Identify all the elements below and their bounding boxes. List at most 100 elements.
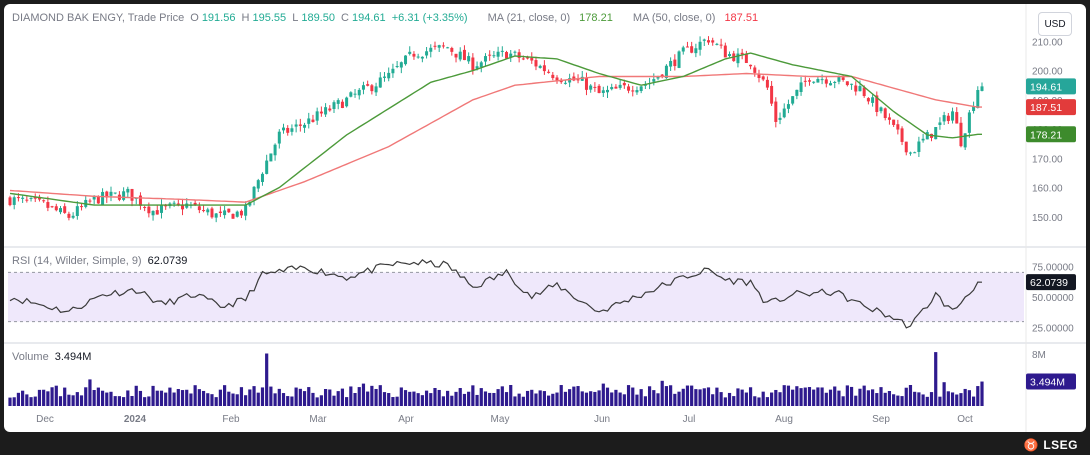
currency-button[interactable]: USD: [1038, 12, 1072, 36]
candle: [458, 51, 462, 60]
volume-bar: [159, 390, 164, 406]
volume-bar: [837, 390, 841, 406]
candle: [963, 133, 967, 148]
volume-bar: [820, 387, 824, 406]
chart-canvas[interactable]: 150.00160.00170.00180.00190.00200.00210.…: [4, 4, 1086, 432]
candle: [416, 56, 420, 58]
candle: [618, 84, 622, 88]
volume-bar: [803, 387, 807, 406]
candle: [319, 111, 323, 114]
candle: [71, 215, 75, 218]
candle: [130, 188, 134, 201]
candle: [454, 53, 458, 58]
candle: [913, 152, 917, 154]
volume-bar: [206, 393, 210, 406]
candle: [483, 56, 487, 62]
candle: [340, 101, 344, 109]
candle: [850, 83, 854, 85]
candle: [218, 211, 222, 213]
candle: [976, 90, 980, 109]
rsi-badge: 62.0739: [1030, 277, 1068, 289]
candle: [382, 76, 386, 78]
candle: [845, 81, 849, 86]
volume-bar: [273, 393, 277, 406]
candle: [239, 210, 243, 216]
candle: [555, 77, 559, 82]
open-label: O: [190, 12, 199, 24]
volume-bar: [21, 390, 25, 406]
low-label: L: [292, 12, 299, 24]
candle: [875, 95, 879, 112]
volume-bar: [849, 386, 854, 406]
candle: [677, 51, 681, 68]
volume-bar: [193, 385, 197, 406]
candle: [883, 108, 887, 119]
x-tick-label: Aug: [775, 414, 793, 425]
candle: [353, 93, 357, 95]
candle: [92, 195, 96, 200]
candle: [631, 90, 635, 92]
candle: [332, 102, 336, 110]
volume-bar: [458, 388, 462, 406]
volume-bar: [635, 394, 639, 406]
candle: [921, 138, 925, 141]
volume-bar: [875, 393, 879, 406]
candle: [206, 209, 210, 213]
candle: [479, 62, 483, 68]
candle: [75, 206, 79, 216]
x-tick-label: 2024: [124, 414, 147, 425]
volume-bar: [58, 396, 63, 406]
volume-bar: [614, 389, 618, 406]
volume-bar: [517, 393, 521, 406]
candle: [669, 60, 673, 67]
volume-bar: [50, 387, 54, 406]
candle: [155, 210, 159, 215]
candle: [744, 53, 748, 64]
candle: [652, 79, 656, 82]
ma21-badge: 178.21: [1030, 129, 1062, 141]
volume-bar: [955, 394, 959, 406]
volume-bar: [702, 388, 706, 406]
change-value: +6.31 (+3.35%): [391, 12, 468, 24]
volume-bar: [8, 397, 12, 406]
volume-bar: [980, 381, 984, 406]
volume-bar: [887, 391, 892, 406]
candle: [660, 74, 664, 77]
candle: [904, 141, 908, 153]
x-tick-label: Oct: [957, 414, 973, 425]
volume-bar: [403, 390, 408, 406]
volume-bar: [311, 392, 315, 406]
rsi-band: [8, 272, 1024, 322]
volume-bar: [446, 390, 450, 406]
candle: [639, 86, 643, 92]
volume-bar: [399, 387, 403, 406]
volume-bar: [913, 391, 917, 406]
candle: [269, 153, 273, 162]
volume-bar: [946, 391, 950, 406]
volume-bar: [12, 397, 16, 406]
candle: [58, 208, 62, 213]
candle: [627, 86, 631, 91]
volume-bar: [934, 352, 938, 406]
volume-bar: [504, 392, 509, 406]
volume-bar: [904, 387, 908, 406]
candle: [774, 101, 778, 122]
close-label: C: [341, 12, 349, 24]
volume-bar: [361, 383, 366, 406]
volume-bar: [866, 390, 870, 406]
ma21-value: 178.21: [579, 12, 613, 24]
candle: [606, 89, 610, 93]
volume-bar: [290, 396, 294, 406]
candle: [202, 210, 206, 212]
candle: [420, 56, 424, 59]
volume-bar: [483, 391, 488, 406]
volume-bar: [677, 391, 681, 406]
ma50-line: [9, 72, 982, 203]
candle: [925, 132, 929, 140]
volume-bar: [467, 391, 471, 406]
x-tick-label: Apr: [398, 414, 414, 425]
volume-bar: [538, 390, 542, 406]
candle: [908, 152, 912, 154]
volume-bar: [336, 391, 340, 406]
volume-bar: [16, 392, 21, 406]
